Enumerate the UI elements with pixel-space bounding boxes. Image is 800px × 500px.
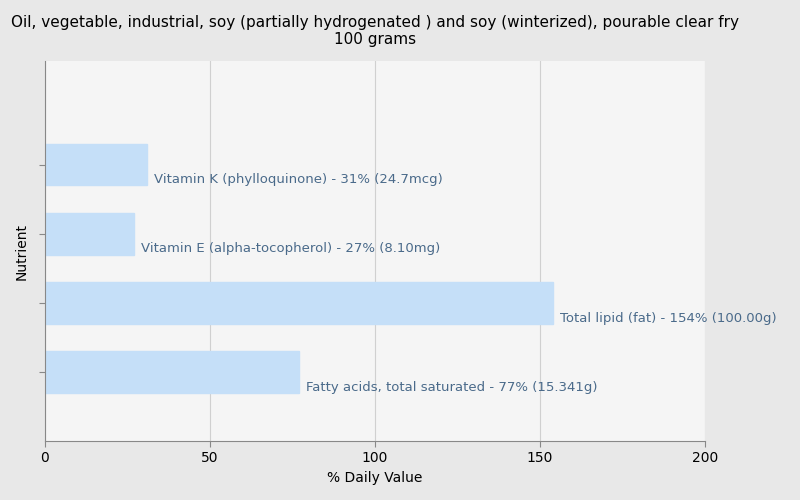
Text: Vitamin E (alpha-tocopherol) - 27% (8.10mg): Vitamin E (alpha-tocopherol) - 27% (8.10… bbox=[141, 242, 440, 256]
Bar bbox=[45, 351, 299, 393]
Text: Vitamin K (phylloquinone) - 31% (24.7mcg): Vitamin K (phylloquinone) - 31% (24.7mcg… bbox=[154, 174, 442, 186]
Text: Total lipid (fat) - 154% (100.00g): Total lipid (fat) - 154% (100.00g) bbox=[560, 312, 776, 324]
Text: Fatty acids, total saturated - 77% (15.341g): Fatty acids, total saturated - 77% (15.3… bbox=[306, 380, 597, 394]
Y-axis label: Nutrient: Nutrient bbox=[15, 222, 29, 280]
Bar bbox=[45, 282, 553, 324]
X-axis label: % Daily Value: % Daily Value bbox=[327, 471, 422, 485]
Bar bbox=[45, 213, 134, 254]
Bar bbox=[45, 144, 147, 186]
Title: Oil, vegetable, industrial, soy (partially hydrogenated ) and soy (winterized), : Oil, vegetable, industrial, soy (partial… bbox=[11, 15, 739, 48]
